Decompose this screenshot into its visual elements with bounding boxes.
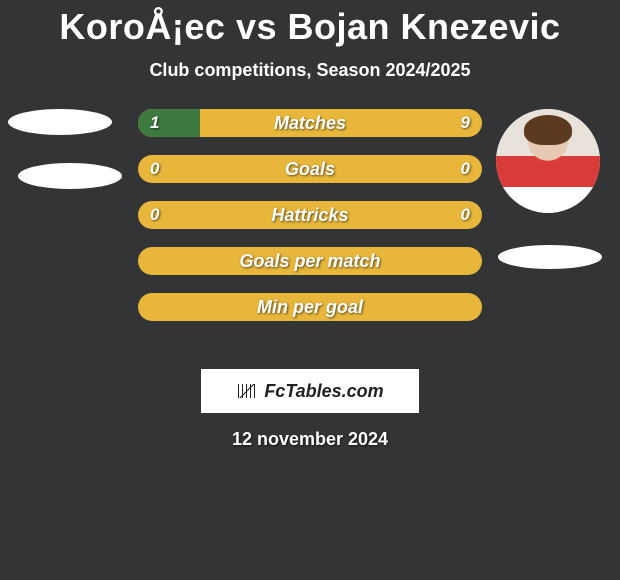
stat-label: Matches [138,109,482,137]
stat-label: Goals [138,155,482,183]
stat-bars: 1Matches90Goals00Hattricks0Goals per mat… [138,109,482,339]
stat-label: Min per goal [138,293,482,321]
stat-bar: 0Hattricks0 [138,201,482,229]
stat-value-right: 9 [461,109,470,137]
placeholder-ellipse [498,245,602,269]
stat-bar: Min per goal [138,293,482,321]
comparison-area: 1Matches90Goals00Hattricks0Goals per mat… [0,109,620,349]
chart-icon [236,384,258,398]
stat-bar: 0Goals0 [138,155,482,183]
logo-text: FcTables.com [264,381,383,402]
placeholder-ellipse [8,109,112,135]
date-label: 12 november 2024 [0,429,620,450]
stat-label: Goals per match [138,247,482,275]
placeholder-ellipse [18,163,122,189]
fctables-logo[interactable]: FcTables.com [201,369,419,413]
stat-value-right: 0 [461,155,470,183]
stat-bar: 1Matches9 [138,109,482,137]
stat-bar: Goals per match [138,247,482,275]
page-title: KoroÅ¡ec vs Bojan Knezevic [0,0,620,48]
page-subtitle: Club competitions, Season 2024/2025 [0,60,620,81]
stat-label: Hattricks [138,201,482,229]
player-right-avatar [496,109,600,213]
stat-value-right: 0 [461,201,470,229]
